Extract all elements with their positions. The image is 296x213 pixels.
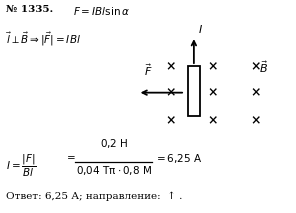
Text: ×: ×	[165, 114, 176, 127]
Text: $\vec{F}$: $\vec{F}$	[144, 62, 152, 78]
Text: ×: ×	[251, 86, 261, 99]
Text: ×: ×	[251, 60, 261, 74]
Text: $=$: $=$	[64, 152, 75, 161]
Text: $= 6{,}25\ \mathrm{A}$: $= 6{,}25\ \mathrm{A}$	[154, 152, 202, 165]
Text: $I$: $I$	[198, 23, 203, 35]
Text: ×: ×	[208, 60, 218, 74]
Text: № 1335.: № 1335.	[6, 5, 53, 14]
Text: $F = IBl\sin\alpha$: $F = IBl\sin\alpha$	[73, 5, 130, 17]
Bar	[188, 66, 200, 116]
Text: ×: ×	[165, 86, 176, 99]
Text: ×: ×	[208, 114, 218, 127]
Text: $\vec{l}\perp\vec{B}\Rightarrow|\vec{F}|=IBl$: $\vec{l}\perp\vec{B}\Rightarrow|\vec{F}|…	[6, 31, 81, 48]
Text: $0{,}04\ \mathrm{T}\mathrm{\pi}\cdot0{,}8\ \mathrm{M}$: $0{,}04\ \mathrm{T}\mathrm{\pi}\cdot0{,}…	[76, 164, 152, 177]
Text: $I = \dfrac{|F|}{Bl}$: $I = \dfrac{|F|}{Bl}$	[6, 152, 37, 178]
Text: $\vec{B}$: $\vec{B}$	[259, 59, 268, 75]
Text: Ответ: 6,25 А; направление:  ↑ .: Ответ: 6,25 А; направление: ↑ .	[6, 192, 182, 201]
Text: $0{,}2\ \mathrm{H}$: $0{,}2\ \mathrm{H}$	[100, 137, 128, 150]
Text: ×: ×	[208, 86, 218, 99]
Text: ×: ×	[251, 114, 261, 127]
Text: ×: ×	[165, 60, 176, 74]
